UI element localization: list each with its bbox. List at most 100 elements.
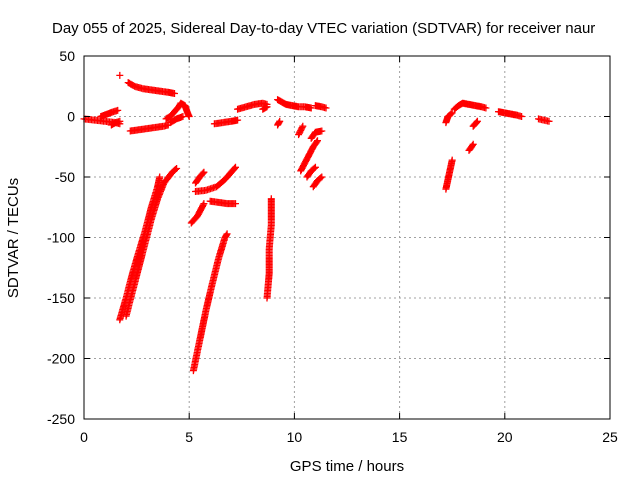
data-point [154, 181, 167, 203]
data-point [166, 116, 179, 127]
data-point [187, 213, 201, 227]
x-tick-label: 5 [185, 429, 193, 445]
y-tick-label: -250 [47, 411, 75, 427]
y-tick-label: -50 [55, 169, 75, 185]
data-point [265, 223, 275, 254]
data-point [171, 104, 182, 116]
data-point [200, 200, 208, 208]
grid [84, 56, 610, 419]
data-point [196, 169, 207, 181]
data-point [175, 100, 184, 111]
y-tick-label: -200 [47, 351, 75, 367]
data-point [166, 109, 178, 120]
data-point [116, 296, 130, 324]
data-point [518, 113, 526, 120]
x-tick-label: 20 [497, 429, 513, 445]
y-tick-label: -150 [47, 290, 75, 306]
data-point [208, 256, 222, 287]
data-point [135, 241, 149, 272]
x-tick-label: 15 [392, 429, 408, 445]
data-point [147, 184, 161, 211]
plot-frame [83, 55, 611, 420]
data-point [274, 119, 283, 129]
data-point [124, 79, 137, 89]
data-point [318, 173, 326, 181]
data-point [116, 71, 124, 79]
data-point [114, 106, 122, 114]
data-point [465, 142, 476, 154]
data-point [232, 163, 239, 171]
y-tick-label: 50 [59, 48, 75, 64]
data-point [156, 173, 164, 181]
data-point [110, 107, 120, 116]
axis-ticks: 0 5 10 15 20 25 -250 -200 -150 -100 -50 0 50 [47, 48, 618, 445]
data-point [307, 129, 319, 142]
data-point [192, 174, 203, 187]
data-point [267, 195, 275, 203]
x-axis-label: GPS time / hours [290, 458, 404, 475]
data-point [179, 113, 187, 120]
data-point [478, 103, 488, 112]
data-point [141, 217, 155, 248]
data-point [307, 164, 318, 175]
data-point [112, 118, 122, 127]
data-point [545, 117, 553, 125]
data-point [160, 121, 171, 130]
data-point [128, 250, 142, 278]
data-point [122, 290, 136, 320]
data-point [160, 169, 175, 187]
data-point [513, 111, 524, 120]
data-point [234, 116, 242, 124]
data-point [309, 138, 321, 151]
data-point [263, 103, 271, 111]
data-points [80, 71, 553, 375]
data-point [314, 137, 321, 145]
data-point [314, 174, 325, 185]
data-point [122, 271, 136, 302]
data-point [128, 265, 142, 296]
x-tick-label: 25 [602, 429, 618, 445]
data-point [227, 164, 239, 176]
data-point [223, 230, 231, 238]
x-tick-label: 0 [80, 429, 88, 445]
data-point [450, 103, 461, 113]
data-point [448, 156, 456, 164]
data-point [202, 281, 216, 314]
data-point [215, 235, 228, 262]
data-point [469, 118, 481, 130]
data-point [116, 117, 124, 125]
data-point [200, 168, 208, 176]
data-point [473, 117, 481, 125]
data-point [307, 104, 315, 112]
data-point [171, 90, 178, 97]
data-point [259, 99, 270, 108]
data-point [147, 196, 161, 223]
data-point [303, 144, 317, 163]
data-point [318, 103, 329, 112]
chart-title: Day 055 of 2025, Sidereal Day-to-day VTE… [52, 20, 595, 37]
data-point [297, 156, 310, 175]
data-point [194, 201, 207, 220]
data-point [263, 271, 273, 302]
data-point [185, 113, 193, 120]
data-point [196, 308, 210, 344]
data-point [299, 122, 307, 130]
data-point [322, 104, 330, 112]
data-point [444, 110, 455, 120]
x-tick-label: 10 [287, 429, 303, 445]
data-point [469, 140, 477, 148]
data-point [309, 178, 321, 191]
data-point [303, 168, 314, 181]
data-point [311, 163, 319, 171]
data-point [448, 109, 456, 117]
y-axis-label: SDTVAR / TECUs [5, 178, 22, 298]
data-point [232, 200, 239, 208]
data-point [295, 124, 306, 139]
data-point [189, 338, 203, 375]
data-point [221, 169, 234, 183]
data-point [213, 177, 228, 191]
data-point [276, 117, 284, 125]
data-point [173, 165, 181, 172]
data-point [318, 127, 326, 135]
